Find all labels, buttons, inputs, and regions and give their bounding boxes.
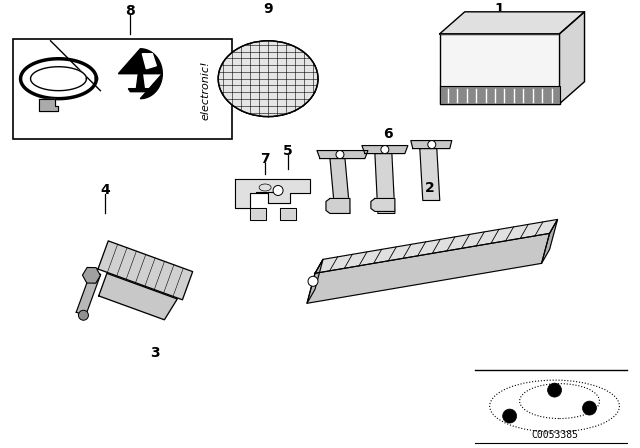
Circle shape bbox=[548, 383, 561, 397]
Polygon shape bbox=[307, 259, 323, 303]
Circle shape bbox=[502, 409, 516, 423]
Polygon shape bbox=[280, 208, 296, 220]
Polygon shape bbox=[411, 141, 452, 149]
Text: 9: 9 bbox=[263, 2, 273, 16]
Text: 4: 4 bbox=[100, 184, 110, 198]
Text: 7: 7 bbox=[260, 151, 270, 166]
Text: 2: 2 bbox=[425, 181, 435, 195]
Circle shape bbox=[381, 146, 389, 154]
Polygon shape bbox=[362, 146, 408, 154]
Polygon shape bbox=[375, 154, 395, 213]
Polygon shape bbox=[371, 198, 395, 211]
Polygon shape bbox=[129, 89, 152, 92]
Circle shape bbox=[428, 141, 436, 149]
Bar bbox=[440, 34, 559, 103]
Polygon shape bbox=[136, 74, 145, 89]
Text: 6: 6 bbox=[383, 127, 393, 141]
Circle shape bbox=[308, 276, 318, 286]
Text: C0053385: C0053385 bbox=[531, 430, 578, 440]
Circle shape bbox=[79, 310, 88, 320]
Polygon shape bbox=[31, 67, 86, 90]
Polygon shape bbox=[420, 149, 440, 200]
Polygon shape bbox=[326, 198, 350, 213]
Polygon shape bbox=[330, 159, 350, 213]
Circle shape bbox=[273, 185, 283, 195]
Text: 3: 3 bbox=[150, 346, 160, 360]
Bar bbox=[13, 39, 232, 138]
Text: 1: 1 bbox=[495, 2, 504, 16]
Text: electronic!: electronic! bbox=[200, 61, 210, 121]
Polygon shape bbox=[317, 151, 368, 159]
Ellipse shape bbox=[218, 41, 318, 116]
Text: 5: 5 bbox=[283, 143, 293, 158]
Polygon shape bbox=[118, 49, 163, 99]
Polygon shape bbox=[235, 178, 310, 208]
Polygon shape bbox=[559, 12, 584, 103]
Polygon shape bbox=[440, 12, 584, 34]
Circle shape bbox=[336, 151, 344, 159]
Polygon shape bbox=[142, 54, 156, 69]
Polygon shape bbox=[38, 99, 58, 111]
Circle shape bbox=[582, 401, 596, 415]
Text: 8: 8 bbox=[125, 4, 135, 18]
Polygon shape bbox=[76, 271, 100, 316]
Bar bbox=[440, 86, 559, 103]
Polygon shape bbox=[315, 220, 557, 273]
Polygon shape bbox=[307, 233, 550, 303]
Polygon shape bbox=[99, 273, 177, 320]
Ellipse shape bbox=[256, 181, 274, 193]
Polygon shape bbox=[541, 220, 557, 263]
Polygon shape bbox=[250, 208, 266, 220]
Polygon shape bbox=[98, 241, 193, 300]
